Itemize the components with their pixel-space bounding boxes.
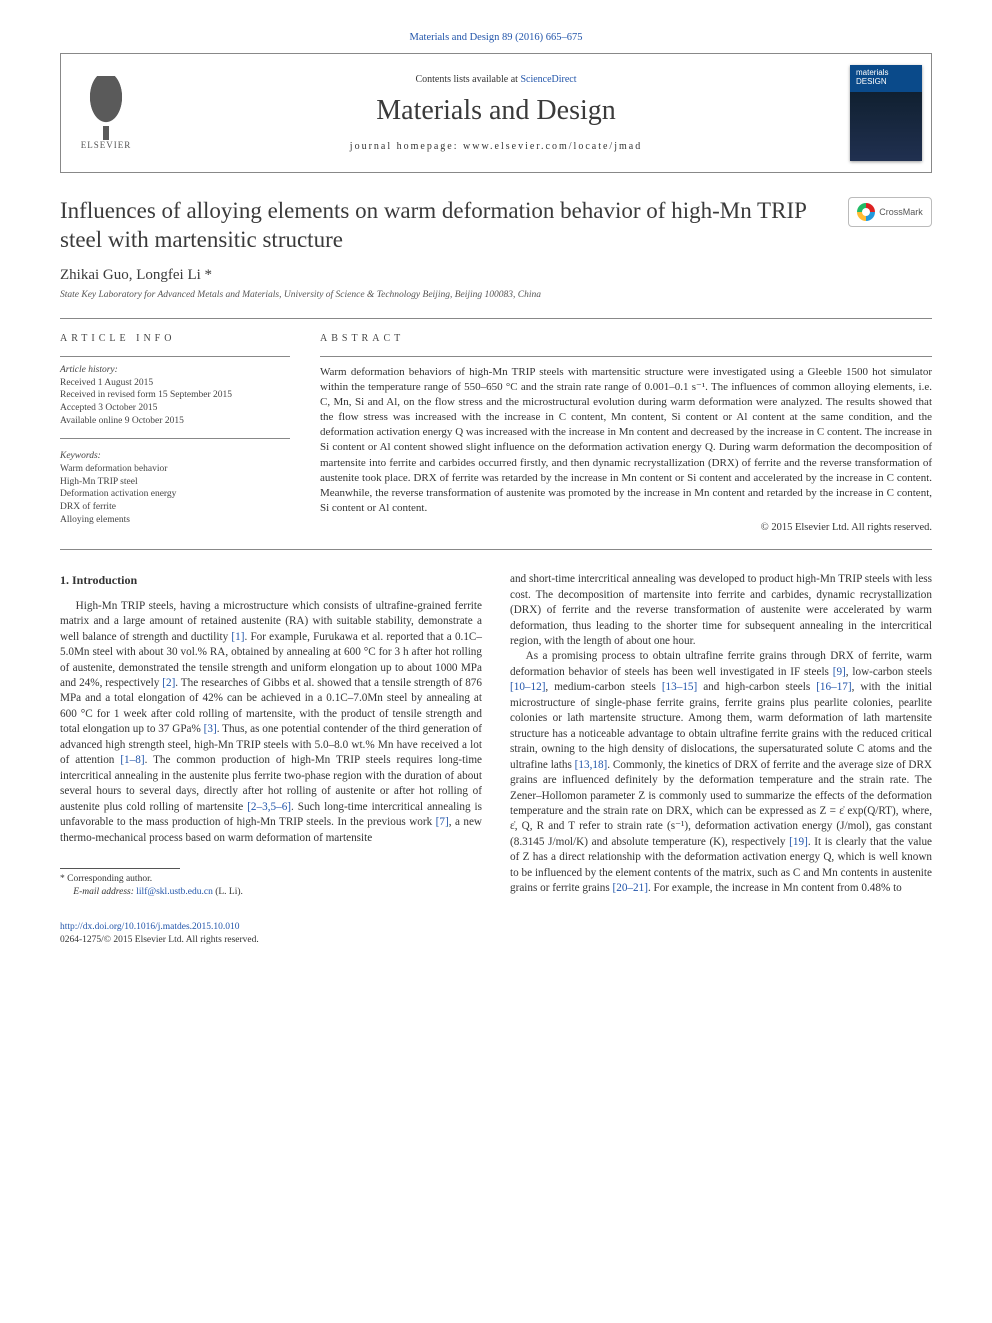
elsevier-tree-icon — [81, 76, 131, 136]
journal-header: ELSEVIER Contents lists available at Sci… — [60, 53, 932, 173]
keyword-item: High-Mn TRIP steel — [60, 476, 290, 489]
ref-link[interactable]: [20–21] — [613, 882, 648, 894]
text-run: . For example, the increase in Mn conten… — [648, 882, 902, 894]
crossmark-label: CrossMark — [879, 207, 923, 217]
keywords-list: Warm deformation behavior High-Mn TRIP s… — [60, 463, 290, 527]
corr-star: * Corresponding author. — [60, 873, 482, 886]
corresponding-author: * Corresponding author. E-mail address: … — [60, 873, 482, 899]
homepage-prefix: journal homepage: — [350, 141, 463, 152]
ref-link[interactable]: [2] — [162, 677, 175, 689]
body-paragraph: and short-time intercritical annealing w… — [510, 572, 932, 649]
footnote-rule — [60, 868, 180, 869]
history-heading: Article history: — [60, 365, 290, 375]
cover-thumbnail — [841, 54, 931, 172]
authors: Zhikai Guo, Longfei Li * — [60, 267, 932, 284]
ref-link[interactable]: [1] — [231, 631, 244, 643]
article-info-block: ARTICLE INFO Article history: Received 1… — [60, 333, 290, 534]
ref-link[interactable]: [10–12] — [510, 681, 545, 693]
abstract-text: Warm deformation behaviors of high-Mn TR… — [320, 365, 932, 517]
header-center: Contents lists available at ScienceDirec… — [151, 54, 841, 172]
affiliation: State Key Laboratory for Advanced Metals… — [60, 290, 932, 300]
ref-link[interactable]: [13,18] — [575, 759, 608, 771]
ref-link[interactable]: [1–8] — [120, 754, 144, 766]
sciencedirect-link[interactable]: ScienceDirect — [520, 74, 576, 85]
ref-link[interactable]: [19] — [789, 836, 808, 848]
title-area: Influences of alloying elements on warm … — [60, 197, 932, 255]
divider — [60, 549, 932, 550]
article-info-heading: ARTICLE INFO — [60, 333, 290, 344]
history-item: Received in revised form 15 September 20… — [60, 389, 290, 402]
ref-link[interactable]: [7] — [436, 816, 449, 828]
abstract-block: ABSTRACT Warm deformation behaviors of h… — [320, 333, 932, 534]
keywords-block: Keywords: Warm deformation behavior High… — [60, 451, 290, 527]
section-heading-introduction: 1. Introduction — [60, 572, 482, 589]
history-list: Received 1 August 2015 Received in revis… — [60, 377, 290, 428]
history-item: Received 1 August 2015 — [60, 377, 290, 390]
corr-email-link[interactable]: lilf@skl.ustb.edu.cn — [136, 887, 213, 897]
crossmark-badge[interactable]: CrossMark — [848, 197, 932, 227]
bottom-block: http://dx.doi.org/10.1016/j.matdes.2015.… — [60, 921, 482, 947]
email-suffix: (L. Li). — [213, 887, 243, 897]
text-run: , medium-carbon steels — [545, 681, 661, 693]
article-title: Influences of alloying elements on warm … — [60, 197, 828, 255]
divider — [60, 438, 290, 439]
keyword-item: Warm deformation behavior — [60, 463, 290, 476]
contents-prefix: Contents lists available at — [415, 74, 520, 85]
publisher-name: ELSEVIER — [81, 140, 132, 150]
email-label: E-mail address: — [73, 887, 136, 897]
text-run: . Commonly, the kinetics of DRX of ferri… — [510, 759, 932, 848]
publisher-logo: ELSEVIER — [61, 54, 151, 172]
keyword-item: DRX of ferrite — [60, 501, 290, 514]
text-run: , low-carbon steels — [846, 666, 932, 678]
doi-link[interactable]: http://dx.doi.org/10.1016/j.matdes.2015.… — [60, 922, 240, 932]
ref-link[interactable]: [13–15] — [662, 681, 697, 693]
keyword-item: Deformation activation energy — [60, 488, 290, 501]
contents-line: Contents lists available at ScienceDirec… — [415, 74, 576, 85]
ref-link[interactable]: [3] — [204, 723, 217, 735]
body-paragraph: As a promising process to obtain ultrafi… — [510, 649, 932, 896]
body-paragraph: High-Mn TRIP steels, having a microstruc… — [60, 599, 482, 846]
body-columns: 1. Introduction High-Mn TRIP steels, hav… — [60, 572, 932, 947]
issn-line: 0264-1275/© 2015 Elsevier Ltd. All right… — [60, 934, 482, 947]
meta-row: ARTICLE INFO Article history: Received 1… — [60, 319, 932, 534]
journal-cover-icon — [850, 65, 922, 161]
ref-link[interactable]: [9] — [833, 666, 846, 678]
journal-name: Materials and Design — [376, 95, 616, 127]
homepage-url: www.elsevier.com/locate/jmad — [463, 141, 642, 152]
history-item: Available online 9 October 2015 — [60, 415, 290, 428]
history-item: Accepted 3 October 2015 — [60, 402, 290, 415]
ref-link[interactable]: [2–3,5–6] — [247, 801, 291, 813]
abstract-copyright: © 2015 Elsevier Ltd. All rights reserved… — [320, 522, 932, 533]
text-run: , with the initial microstructure of sin… — [510, 681, 932, 770]
page-root: Materials and Design 89 (2016) 665–675 E… — [0, 0, 992, 987]
ref-link[interactable]: [16–17] — [816, 681, 851, 693]
journal-homepage: journal homepage: www.elsevier.com/locat… — [350, 141, 642, 152]
text-run: and high-carbon steels — [697, 681, 816, 693]
keywords-heading: Keywords: — [60, 451, 290, 461]
abstract-heading: ABSTRACT — [320, 333, 932, 344]
keyword-item: Alloying elements — [60, 514, 290, 527]
crossmark-icon — [857, 203, 875, 221]
top-citation: Materials and Design 89 (2016) 665–675 — [60, 32, 932, 43]
